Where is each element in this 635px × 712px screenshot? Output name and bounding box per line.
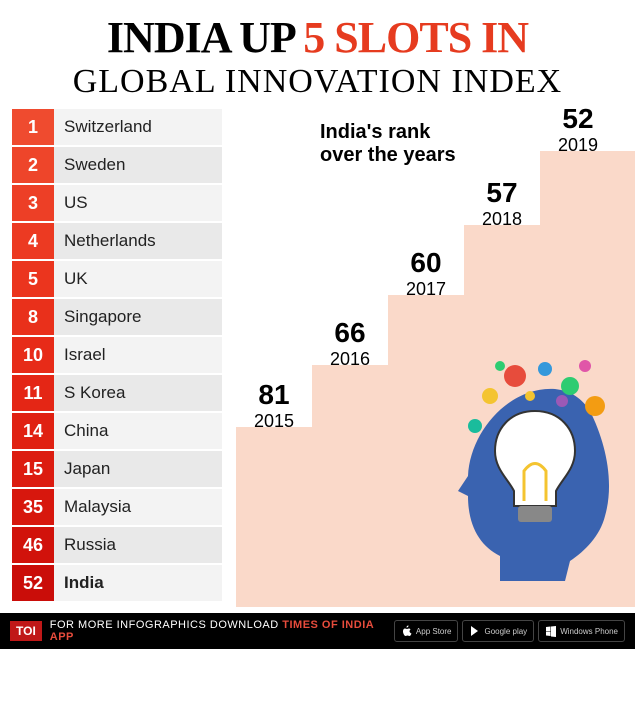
step-year: 2016 bbox=[312, 349, 388, 370]
content-area: 1Switzerland2Sweden3US4Netherlands5UK8Si… bbox=[0, 109, 635, 613]
headline-line1: INDIA UP 5 SLOTS IN bbox=[10, 12, 625, 63]
country-cell: Sweden bbox=[54, 147, 222, 183]
apple-icon bbox=[401, 625, 413, 637]
country-cell: Japan bbox=[54, 451, 222, 487]
step-year: 2015 bbox=[236, 411, 312, 432]
country-cell: Russia bbox=[54, 527, 222, 563]
footer-bar: TOI FOR MORE INFOGRAPHICS DOWNLOAD TIMES… bbox=[0, 613, 635, 649]
step-rank: 81 bbox=[236, 379, 312, 411]
googleplay-label: Google play bbox=[484, 627, 527, 636]
country-cell: US bbox=[54, 185, 222, 221]
rank-cell: 15 bbox=[12, 451, 54, 487]
step-label: 522019 bbox=[540, 103, 616, 156]
step-label: 812015 bbox=[236, 379, 312, 432]
headline-highlight: 5 SLOTS IN bbox=[303, 13, 528, 62]
stair-chart-area: India's rankover the years Source: WIPO,… bbox=[230, 109, 623, 603]
step-rank: 60 bbox=[388, 247, 464, 279]
country-cell: India bbox=[54, 565, 222, 601]
table-row: 35Malaysia bbox=[12, 489, 222, 525]
stair-step bbox=[540, 151, 635, 225]
headline: INDIA UP 5 SLOTS IN GLOBAL INNOVATION IN… bbox=[0, 0, 635, 109]
country-cell: Singapore bbox=[54, 299, 222, 335]
appstore-label: App Store bbox=[416, 627, 452, 636]
table-row: 46Russia bbox=[12, 527, 222, 563]
rank-cell: 2 bbox=[12, 147, 54, 183]
table-row: 14China bbox=[12, 413, 222, 449]
table-row: 11S Korea bbox=[12, 375, 222, 411]
step-rank: 66 bbox=[312, 317, 388, 349]
rank-cell: 10 bbox=[12, 337, 54, 373]
table-row: 10Israel bbox=[12, 337, 222, 373]
table-row: 4Netherlands bbox=[12, 223, 222, 259]
country-cell: China bbox=[54, 413, 222, 449]
step-rank: 57 bbox=[464, 177, 540, 209]
ranking-table: 1Switzerland2Sweden3US4Netherlands5UK8Si… bbox=[12, 109, 222, 603]
rank-cell: 35 bbox=[12, 489, 54, 525]
rank-cell: 1 bbox=[12, 109, 54, 145]
step-year: 2018 bbox=[464, 209, 540, 230]
step-rank: 52 bbox=[540, 103, 616, 135]
country-cell: Switzerland bbox=[54, 109, 222, 145]
table-row: 3US bbox=[12, 185, 222, 221]
play-icon bbox=[469, 625, 481, 637]
rank-cell: 11 bbox=[12, 375, 54, 411]
table-row: 5UK bbox=[12, 261, 222, 297]
googleplay-badge[interactable]: Google play bbox=[462, 620, 534, 642]
toi-badge: TOI bbox=[10, 621, 42, 641]
rank-cell: 5 bbox=[12, 261, 54, 297]
headline-line2: GLOBAL INNOVATION INDEX bbox=[10, 63, 625, 101]
table-row: 8Singapore bbox=[12, 299, 222, 335]
appstore-badge[interactable]: App Store bbox=[394, 620, 459, 642]
country-cell: Netherlands bbox=[54, 223, 222, 259]
step-year: 2019 bbox=[540, 135, 616, 156]
table-row: 1Switzerland bbox=[12, 109, 222, 145]
footer-text: FOR MORE INFOGRAPHICS DOWNLOAD TIMES OF … bbox=[50, 619, 390, 643]
windows-label: Windows Phone bbox=[560, 627, 618, 636]
country-cell: S Korea bbox=[54, 375, 222, 411]
rank-cell: 46 bbox=[12, 527, 54, 563]
rank-cell: 52 bbox=[12, 565, 54, 601]
bulb-head-illustration bbox=[420, 351, 620, 581]
chart-subtitle: India's rankover the years bbox=[320, 121, 456, 167]
country-cell: Malaysia bbox=[54, 489, 222, 525]
step-label: 602017 bbox=[388, 247, 464, 300]
step-year: 2017 bbox=[388, 279, 464, 300]
table-row: 15Japan bbox=[12, 451, 222, 487]
rank-cell: 8 bbox=[12, 299, 54, 335]
stair-step bbox=[464, 225, 635, 295]
table-row: 2Sweden bbox=[12, 147, 222, 183]
infographic-root: INDIA UP 5 SLOTS IN GLOBAL INNOVATION IN… bbox=[0, 0, 635, 649]
country-cell: Israel bbox=[54, 337, 222, 373]
rank-cell: 4 bbox=[12, 223, 54, 259]
windows-badge[interactable]: Windows Phone bbox=[538, 620, 625, 642]
headline-pre: INDIA UP bbox=[107, 13, 303, 62]
step-label: 662016 bbox=[312, 317, 388, 370]
country-cell: UK bbox=[54, 261, 222, 297]
windows-icon bbox=[545, 625, 557, 637]
rank-cell: 3 bbox=[12, 185, 54, 221]
step-label: 572018 bbox=[464, 177, 540, 230]
table-row: 52India bbox=[12, 565, 222, 601]
footer-pre: FOR MORE INFOGRAPHICS DOWNLOAD bbox=[50, 619, 282, 631]
rank-cell: 14 bbox=[12, 413, 54, 449]
